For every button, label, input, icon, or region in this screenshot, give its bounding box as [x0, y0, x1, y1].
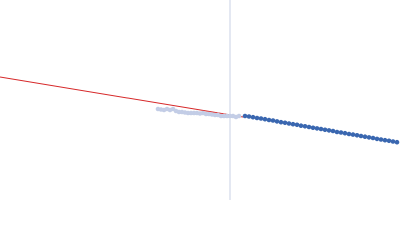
data-point [382, 137, 388, 143]
data-point [270, 118, 276, 123]
data-point [378, 137, 384, 142]
data-point [302, 124, 308, 129]
data-point [258, 116, 264, 121]
data-point [318, 126, 324, 132]
data-point [358, 133, 364, 139]
data-point [334, 129, 340, 135]
data-point [386, 138, 392, 144]
data-point [254, 115, 260, 121]
data-point [262, 116, 268, 122]
data-point [286, 121, 292, 126]
data-point [314, 126, 320, 131]
data-point [342, 130, 348, 136]
data-point [350, 132, 356, 137]
data-point [282, 120, 288, 126]
data-point [322, 127, 328, 133]
data-point [278, 119, 284, 125]
data-point [246, 114, 252, 119]
data-point [326, 128, 332, 133]
data-point [298, 123, 304, 128]
chart [0, 0, 400, 200]
data-point [242, 113, 248, 119]
data-point [370, 135, 376, 141]
data-point [390, 139, 396, 144]
data-point [236, 113, 242, 119]
data-point [250, 114, 256, 120]
data-point [310, 125, 316, 131]
data-point [266, 117, 272, 123]
data-point [290, 121, 296, 127]
data-point [346, 131, 352, 137]
data-point [306, 124, 312, 130]
data-point [294, 122, 300, 128]
data-point [374, 136, 380, 142]
fit-line [0, 76, 244, 118]
data-point [394, 139, 400, 145]
data-point [330, 128, 336, 134]
data-point [362, 134, 368, 139]
data-point [354, 133, 360, 138]
data-point [338, 130, 344, 135]
data-point [274, 119, 280, 124]
data-point [366, 135, 372, 140]
